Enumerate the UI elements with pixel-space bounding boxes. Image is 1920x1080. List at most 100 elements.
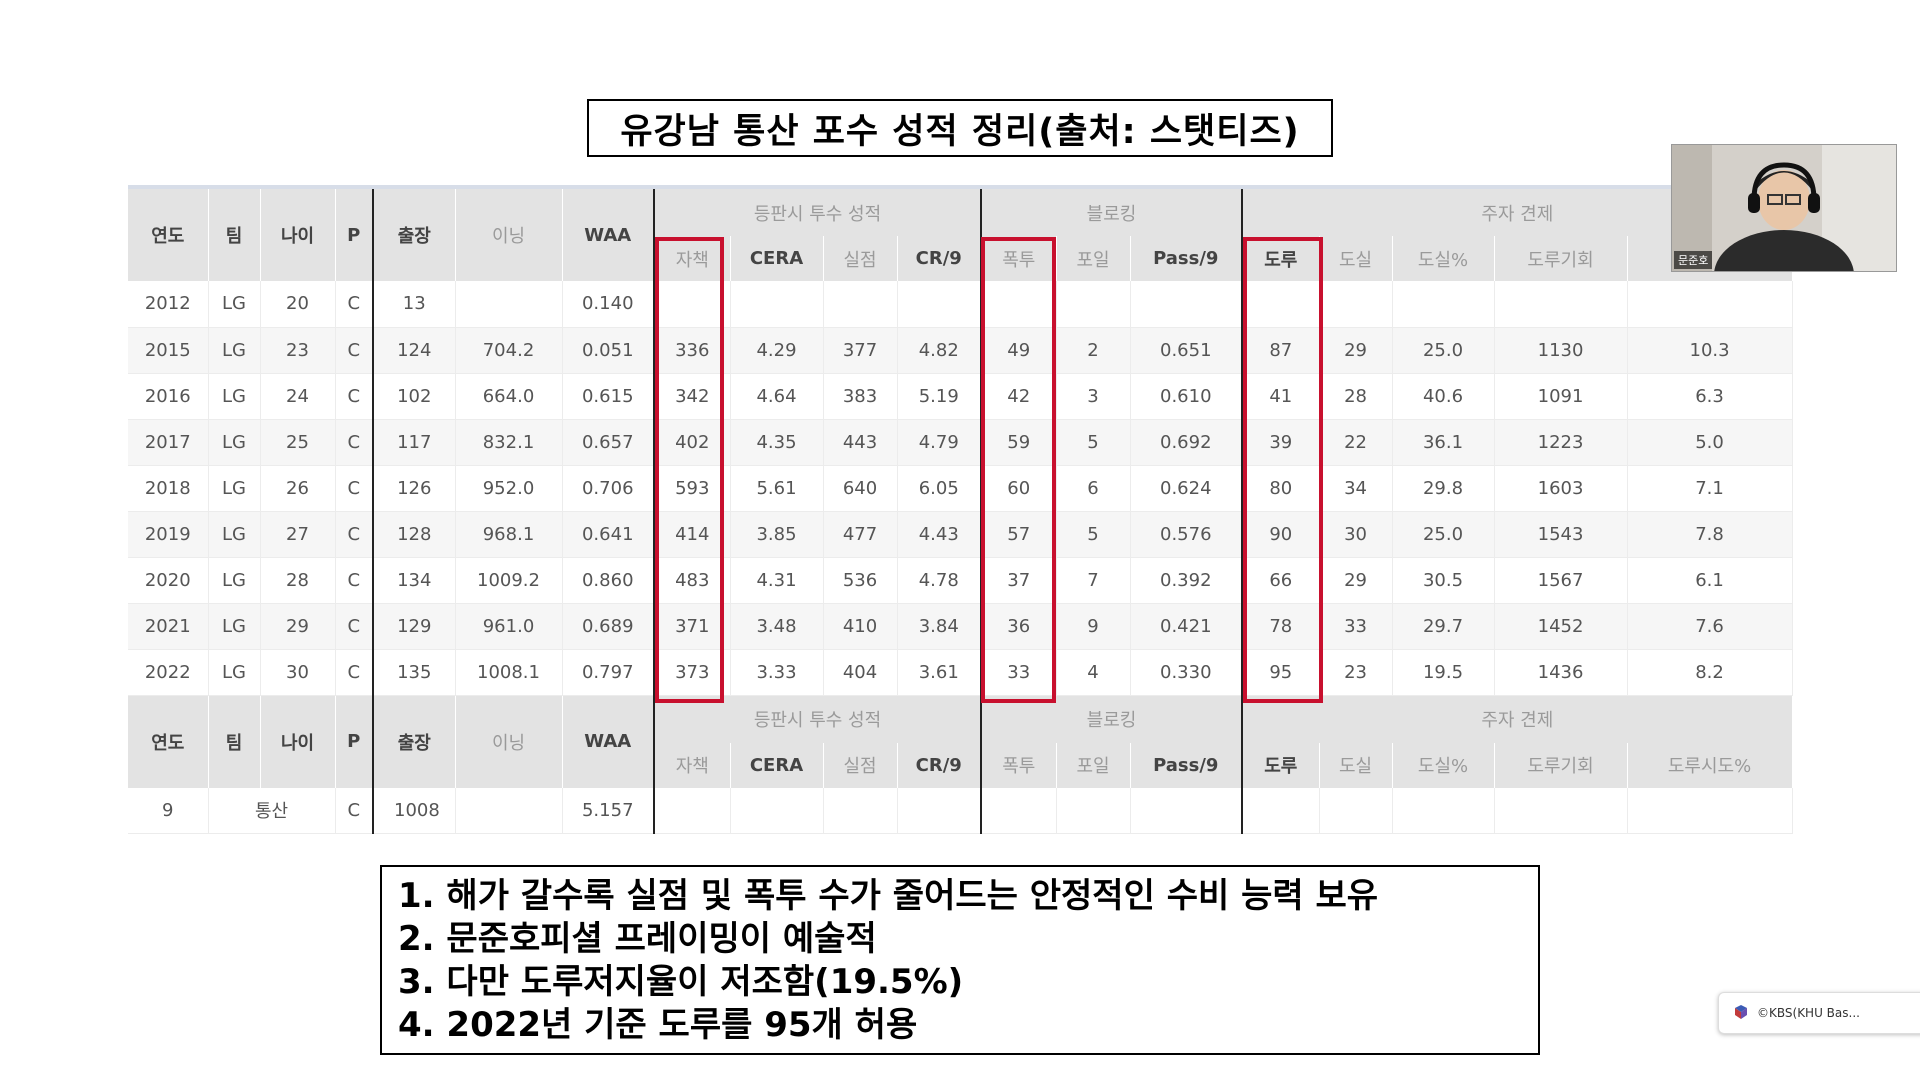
col-header-5[interactable]: 출장 (373, 695, 456, 788)
table-footer-header: 연도 팀 나이 P 출장 이닝 WAA 등판시 투수 성적 블로킹 주자 견제 자책 CERA 실점 CR… (128, 695, 1793, 788)
table-cell: 0.689 (562, 603, 655, 650)
col-header-16[interactable]: 도실 (1319, 236, 1393, 281)
table-cell: 33 (1319, 603, 1393, 650)
table-cell: 2 (1056, 327, 1131, 374)
col-header-17[interactable]: 도실% (1392, 236, 1495, 281)
table-cell: 1008.1 (455, 649, 563, 696)
table-cell: 102 (373, 373, 456, 420)
col-header-14[interactable]: Pass/9 (1130, 742, 1244, 788)
footer-header-sub-row: 자책 CERA 실점 CR/9 폭투 포일 Pass/9 도루 도실 도실% 도루기회 도루시도% (128, 742, 1793, 788)
col-header-12[interactable]: 폭투 (981, 236, 1057, 281)
table-row: 2017 LG 25 C 117 832.1 0.657 402 4.35 443 4.79 59 5 0… (128, 419, 1793, 466)
notification-text: ©KBS(KHU Bas... (1757, 1006, 1860, 1020)
total-games: 1008 (373, 787, 456, 834)
col-header-13[interactable]: 포일 (1056, 236, 1131, 281)
table-cell: LG (208, 557, 261, 604)
col-header-3[interactable]: 나이 (260, 695, 336, 788)
col-header-8[interactable]: 자책 (654, 236, 731, 281)
table-cell: 4.43 (897, 511, 982, 558)
col-header-17[interactable]: 도실% (1392, 742, 1495, 788)
table-cell: 6.3 (1627, 373, 1793, 420)
table-cell (1392, 281, 1495, 328)
table-cell: 336 (654, 327, 731, 374)
col-header-18[interactable]: 도루기회 (1494, 236, 1628, 281)
col-header-1[interactable]: 연도 (128, 695, 209, 788)
stats-table: 연도 팀 나이 P 출장 이닝 WAA 등판시 투수 성적 블로킹 주자 견제 자책 CERA 실점 CR… (128, 189, 1793, 834)
col-header-3[interactable]: 나이 (260, 189, 336, 281)
col-header-16[interactable]: 도실 (1319, 742, 1393, 788)
table-cell: C (335, 649, 374, 696)
table-cell: 4.64 (730, 373, 824, 420)
col-header-7[interactable]: WAA (562, 695, 655, 788)
total-waa: 5.157 (562, 787, 655, 834)
col-header-18[interactable]: 도루기회 (1494, 742, 1628, 788)
table-cell: 640 (823, 465, 898, 512)
table-cell: LG (208, 281, 261, 328)
footer-header-group-row: 연도 팀 나이 P 출장 이닝 WAA 등판시 투수 성적 블로킹 주자 견제 (128, 695, 1793, 788)
col-header-10[interactable]: 실점 (823, 742, 898, 788)
table-cell: 49 (981, 327, 1057, 374)
table-cell: 4.35 (730, 419, 824, 466)
total-empty-cell (1627, 787, 1793, 834)
webcam-preview[interactable]: 문준호 (1671, 144, 1897, 272)
highlight-box-stolen-bases (1243, 237, 1323, 703)
col-header-7[interactable]: WAA (562, 189, 655, 281)
col-header-12[interactable]: 폭투 (981, 742, 1057, 788)
table-row: 2016 LG 24 C 102 664.0 0.615 342 4.64 383 5.19 42 3 0… (128, 373, 1793, 420)
table-cell: 40.6 (1392, 373, 1495, 420)
table-row: 2015 LG 23 C 124 704.2 0.051 336 4.29 377 4.82 49 2 0… (128, 327, 1793, 374)
table-cell: 0.797 (562, 649, 655, 696)
table-cell: 80 (1242, 465, 1320, 512)
table-cell (823, 281, 898, 328)
col-header-15[interactable]: 도루 (1242, 742, 1320, 788)
table-cell: 23 (1319, 649, 1393, 696)
col-header-6[interactable]: 이닝 (455, 695, 563, 788)
table-cell: 135 (373, 649, 456, 696)
col-header-11[interactable]: CR/9 (897, 742, 982, 788)
col-header-8[interactable]: 자책 (654, 742, 731, 788)
table-cell: LG (208, 465, 261, 512)
table-cell: 37 (981, 557, 1057, 604)
table-cell: 2018 (128, 465, 209, 512)
table-cell: 414 (654, 511, 731, 558)
webcam-participant-name: 문준호 (1674, 251, 1713, 269)
total-empty-cell (730, 787, 824, 834)
table-cell: 0.651 (1130, 327, 1244, 374)
col-header-4[interactable]: P (335, 189, 374, 281)
table-cell: 536 (823, 557, 898, 604)
table-cell: 60 (981, 465, 1057, 512)
table-cell: 2019 (128, 511, 209, 558)
total-years: 9 (128, 787, 209, 834)
table-cell: 129 (373, 603, 456, 650)
col-header-9[interactable]: CERA (730, 236, 824, 281)
table-cell (1319, 281, 1393, 328)
col-header-6[interactable]: 이닝 (455, 189, 563, 281)
table-cell: LG (208, 603, 261, 650)
col-header-4[interactable]: P (335, 695, 374, 788)
col-header-14[interactable]: Pass/9 (1130, 236, 1244, 281)
table-cell: C (335, 603, 374, 650)
table-cell: 443 (823, 419, 898, 466)
col-header-15[interactable]: 도루 (1242, 236, 1320, 281)
table-cell: 0.692 (1130, 419, 1244, 466)
total-empty-cell (1130, 787, 1244, 834)
col-header-5[interactable]: 출장 (373, 189, 456, 281)
col-header-11[interactable]: CR/9 (897, 236, 982, 281)
table-cell: 28 (260, 557, 336, 604)
table-cell: 57 (981, 511, 1057, 558)
col-header-9[interactable]: CERA (730, 742, 824, 788)
highlight-box-wild-pitch (981, 237, 1056, 703)
col-header-2[interactable]: 팀 (208, 189, 261, 281)
col-header-19[interactable]: 도루시도% (1627, 742, 1793, 788)
table-cell: 7.6 (1627, 603, 1793, 650)
col-header-2[interactable]: 팀 (208, 695, 261, 788)
table-cell: 0.051 (562, 327, 655, 374)
col-header-1[interactable]: 연도 (128, 189, 209, 281)
col-header-13[interactable]: 포일 (1056, 742, 1131, 788)
table-cell: 27 (260, 511, 336, 558)
col-header-10[interactable]: 실점 (823, 236, 898, 281)
table-cell: 1543 (1494, 511, 1628, 558)
table-cell (1494, 281, 1628, 328)
note-item-1: 1. 해가 갈수록 실점 및 폭투 수가 줄어드는 안정적인 수비 능력 보유 (398, 876, 1379, 916)
notification-popup[interactable]: ©KBS(KHU Bas... (1718, 992, 1920, 1034)
